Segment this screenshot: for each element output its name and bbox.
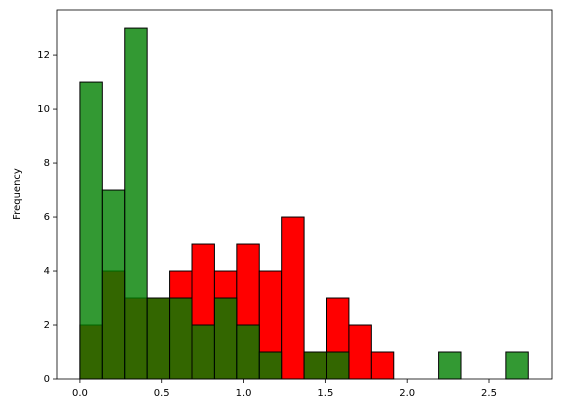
x-tick-label: 1.5 xyxy=(317,388,333,399)
bar xyxy=(101,189,126,380)
bar xyxy=(281,216,305,380)
y-tick-label: 12 xyxy=(37,50,50,61)
bar xyxy=(505,351,529,380)
x-tick-label: 2.5 xyxy=(481,388,497,399)
bar xyxy=(348,324,372,380)
bar xyxy=(124,27,148,380)
plot-frame xyxy=(56,9,553,380)
y-tick-label: 2 xyxy=(44,320,50,331)
y-tick-label: 10 xyxy=(37,104,50,115)
x-tick-label: 0.0 xyxy=(72,388,88,399)
y-tick-label: 6 xyxy=(44,212,50,223)
bar xyxy=(79,81,103,380)
bar xyxy=(258,351,283,380)
bar xyxy=(303,351,328,380)
x-tick-label: 1.0 xyxy=(236,388,252,399)
bar xyxy=(213,297,238,380)
y-tick-label: 4 xyxy=(44,266,50,277)
x-tick-label: 2.0 xyxy=(399,388,415,399)
x-tick-label: 0.5 xyxy=(154,388,170,399)
bar xyxy=(326,351,350,380)
bar xyxy=(236,324,260,380)
y-tick-label: 8 xyxy=(44,158,50,169)
y-axis-label: Frequency xyxy=(12,168,23,220)
bar xyxy=(191,324,215,380)
bar xyxy=(438,351,462,380)
bar xyxy=(146,297,171,380)
bar xyxy=(370,351,395,380)
bar xyxy=(169,297,193,380)
y-tick-label: 0 xyxy=(44,374,50,385)
